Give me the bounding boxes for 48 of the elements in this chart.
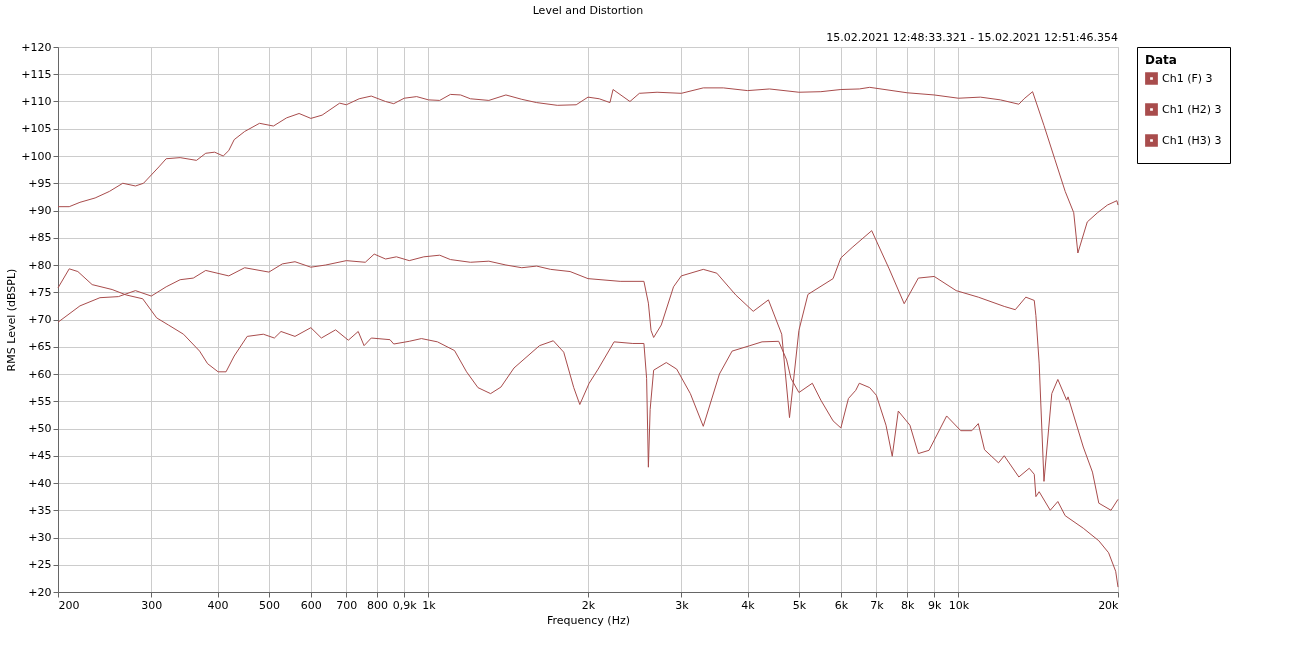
x-tick-label: 10k (948, 598, 970, 612)
x-tick-label: 2k (581, 598, 596, 612)
x-tick-label: 600 (300, 598, 322, 612)
y-tick-label: +65 (28, 340, 52, 354)
y-tick-label: +100 (21, 149, 52, 163)
y-tick-label: +90 (28, 204, 52, 217)
y-tick-label: +70 (28, 313, 52, 326)
x-tick-label: 9k (928, 598, 943, 612)
y-tick-label: +20 (28, 585, 52, 599)
y-tick-label: +40 (28, 476, 52, 490)
y-tick-label: +80 (28, 258, 52, 272)
x-tick-label: 5k (792, 598, 807, 612)
x-tick-label: 1k (422, 598, 437, 612)
y-tick-label: +95 (28, 176, 52, 190)
x-tick-label: 700 (336, 598, 358, 612)
y-tick-label: +115 (21, 67, 52, 81)
legend-title: Data (1145, 53, 1177, 67)
legend-label: Ch1 (F) 3 (1162, 71, 1213, 85)
legend-label: Ch1 (H2) 3 (1162, 102, 1222, 116)
x-tick-label: 4k (741, 598, 756, 612)
y-tick-label: +85 (28, 231, 52, 245)
x-tick-label: 800 (367, 598, 389, 612)
x-tick-label: 7k (870, 598, 885, 612)
y-tick-label: +105 (21, 122, 52, 136)
y-tick-label: +50 (28, 422, 52, 435)
x-tick-label: 3k (675, 598, 690, 612)
y-tick-label: +35 (28, 503, 52, 517)
chart-subtitle: 15.02.2021 12:48:33.321 - 15.02.2021 12:51:46.354 (826, 31, 1118, 44)
x-axis-title: Frequency (Hz) (547, 613, 630, 627)
x-tick-label: 6k (834, 598, 849, 612)
legend-label: Ch1 (H3) 3 (1162, 133, 1222, 147)
x-tick-label: 500 (258, 598, 280, 612)
x-tick-label: 300 (141, 598, 163, 612)
x-tick-label: 200 (58, 598, 80, 612)
y-tick-label: +55 (28, 394, 52, 408)
x-tick-label: 20k (1098, 598, 1120, 612)
y-tick-label: +120 (21, 40, 52, 54)
y-tick-label: +60 (28, 367, 52, 381)
x-tick-label: 0,9k (392, 598, 418, 612)
chart-title: Level and Distortion (532, 4, 644, 17)
x-tick-label: 400 (207, 598, 229, 612)
y-tick-label: +30 (28, 531, 52, 544)
y-tick-label: +75 (28, 285, 52, 299)
y-tick-label: +25 (28, 558, 52, 572)
y-tick-label: +45 (28, 449, 52, 463)
y-tick-label: +110 (21, 95, 52, 108)
x-tick-label: 8k (900, 598, 915, 612)
y-axis-title: RMS Level (dBSPL) (5, 268, 19, 372)
